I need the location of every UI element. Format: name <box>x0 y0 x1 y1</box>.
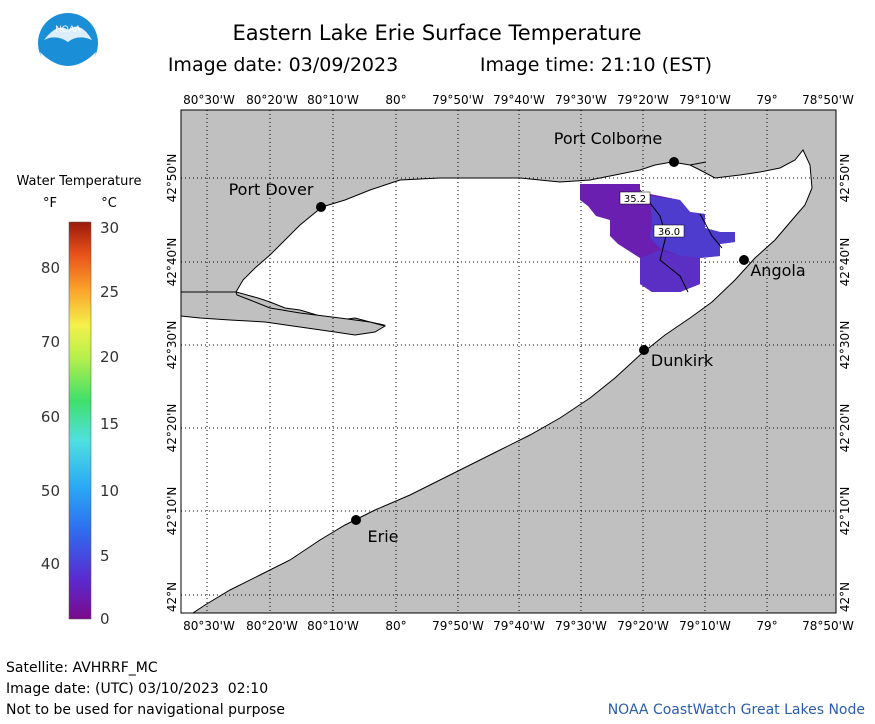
svg-text:36.0: 36.0 <box>658 227 680 238</box>
left-tick-label: 42°10'N <box>165 487 179 536</box>
logo-text: NOAA <box>55 24 81 34</box>
footer-satellite: Satellite: AVHRRF_MC <box>6 660 158 676</box>
bottom-tick-label: 79°20'W <box>617 619 669 633</box>
top-tick-label: 79°50'W <box>432 93 484 107</box>
bottom-tick-label: 78°50'W <box>802 619 854 633</box>
bottom-tick-label: 80°10'W <box>307 619 359 633</box>
right-tick-label: 42°50'N <box>838 154 852 203</box>
legend-c-tick: 10 <box>100 482 119 500</box>
top-tick-label: 80° <box>385 93 406 107</box>
legend-c-tick: 5 <box>100 547 110 565</box>
left-tick-label: 42°40'N <box>165 238 179 287</box>
bottom-tick-label: 80°30'W <box>183 619 235 633</box>
temperature-legend: Water Temperature °F °C 80 70 60 50 40 3… <box>17 174 142 628</box>
right-tick-label: 42°20'N <box>838 404 852 453</box>
right-tick-label: 42°30'N <box>838 321 852 370</box>
bottom-tick-label: 80°20'W <box>246 619 298 633</box>
right-tick-label: 42°N <box>838 582 852 612</box>
top-tick-label: 79°20'W <box>617 93 669 107</box>
top-tick-label: 79° <box>756 93 777 107</box>
legend-f-tick: 70 <box>41 333 60 351</box>
legend-c-tick: 30 <box>100 219 119 237</box>
map-panel <box>181 110 836 613</box>
legend-c-tick: 15 <box>100 415 119 433</box>
bottom-tick-label: 79°30'W <box>555 619 607 633</box>
sst-label-2: 36.0 <box>653 224 685 238</box>
left-tick-label: 42°30'N <box>165 321 179 370</box>
legend-f-tick: 80 <box>41 259 60 277</box>
city-dunkirk: Dunkirk <box>639 345 714 370</box>
right-tick-label: 42°10'N <box>838 487 852 536</box>
top-tick-label: 79°30'W <box>555 93 607 107</box>
top-tick-label: 79°40'W <box>493 93 545 107</box>
map-border <box>180 109 837 614</box>
bottom-tick-label: 80° <box>385 619 406 633</box>
sst-label-1: 35.2 <box>619 191 651 205</box>
long-point-shore <box>181 291 387 336</box>
legend-f-tick: 60 <box>41 408 60 426</box>
top-axis-labels: 80°30'W 80°20'W 80°10'W 80° 79°50'W 79°4… <box>183 93 854 107</box>
city-port-dover: Port Dover <box>229 180 326 212</box>
svg-text:Port Colborne: Port Colborne <box>554 129 662 148</box>
right-tick-label: 42°40'N <box>838 238 852 287</box>
bottom-axis-labels: 80°30'W 80°20'W 80°10'W 80° 79°50'W 79°4… <box>183 619 854 633</box>
left-tick-label: 42°N <box>165 582 179 612</box>
bottom-tick-label: 79°40'W <box>493 619 545 633</box>
bottom-tick-label: 79°50'W <box>432 619 484 633</box>
top-tick-label: 79°10'W <box>679 93 731 107</box>
legend-c-tick: 25 <box>100 283 119 301</box>
footer-disclaimer: Not to be used for navigational purpose <box>6 702 285 718</box>
svg-text:Angola: Angola <box>750 261 805 280</box>
top-tick-label: 80°10'W <box>307 93 359 107</box>
legend-colorbar <box>68 221 92 620</box>
legend-f-tick: 40 <box>41 555 60 573</box>
legend-unit-f: °F <box>43 196 57 211</box>
legend-unit-c: °C <box>101 196 117 211</box>
svg-text:35.2: 35.2 <box>624 194 646 205</box>
page-title: Eastern Lake Erie Surface Temperature <box>232 21 641 45</box>
svg-text:Erie: Erie <box>368 527 399 546</box>
left-tick-label: 42°50'N <box>165 154 179 203</box>
legend-f-tick: 50 <box>41 482 60 500</box>
svg-text:Dunkirk: Dunkirk <box>651 351 714 370</box>
svg-text:Port Dover: Port Dover <box>229 180 314 199</box>
bottom-tick-label: 79°10'W <box>679 619 731 633</box>
noaa-logo: NOAA <box>38 13 98 74</box>
image-time: Image time: 21:10 (EST) <box>480 54 712 76</box>
city-port-colborne: Port Colborne <box>554 129 679 167</box>
legend-title: Water Temperature <box>17 174 142 189</box>
left-tick-label: 42°20'N <box>165 404 179 453</box>
city-angola: Angola <box>739 255 806 280</box>
top-tick-label: 80°30'W <box>183 93 235 107</box>
footer-credit: NOAA CoastWatch Great Lakes Node <box>608 702 865 718</box>
top-tick-label: 78°50'W <box>802 93 854 107</box>
bottom-tick-label: 79° <box>756 619 777 633</box>
right-axis-labels: 42°50'N 42°40'N 42°30'N 42°20'N 42°10'N … <box>838 154 852 613</box>
sst-data-patch <box>580 184 735 293</box>
image-date: Image date: 03/09/2023 <box>168 54 398 76</box>
legend-c-tick: 0 <box>100 610 110 628</box>
footer-utc-date: Image date: (UTC) 03/10/2023 02:10 <box>6 681 268 697</box>
left-axis-labels: 42°50'N 42°40'N 42°30'N 42°20'N 42°10'N … <box>165 154 179 613</box>
top-tick-label: 80°20'W <box>246 93 298 107</box>
legend-c-tick: 20 <box>100 348 119 366</box>
city-erie: Erie <box>351 515 398 546</box>
